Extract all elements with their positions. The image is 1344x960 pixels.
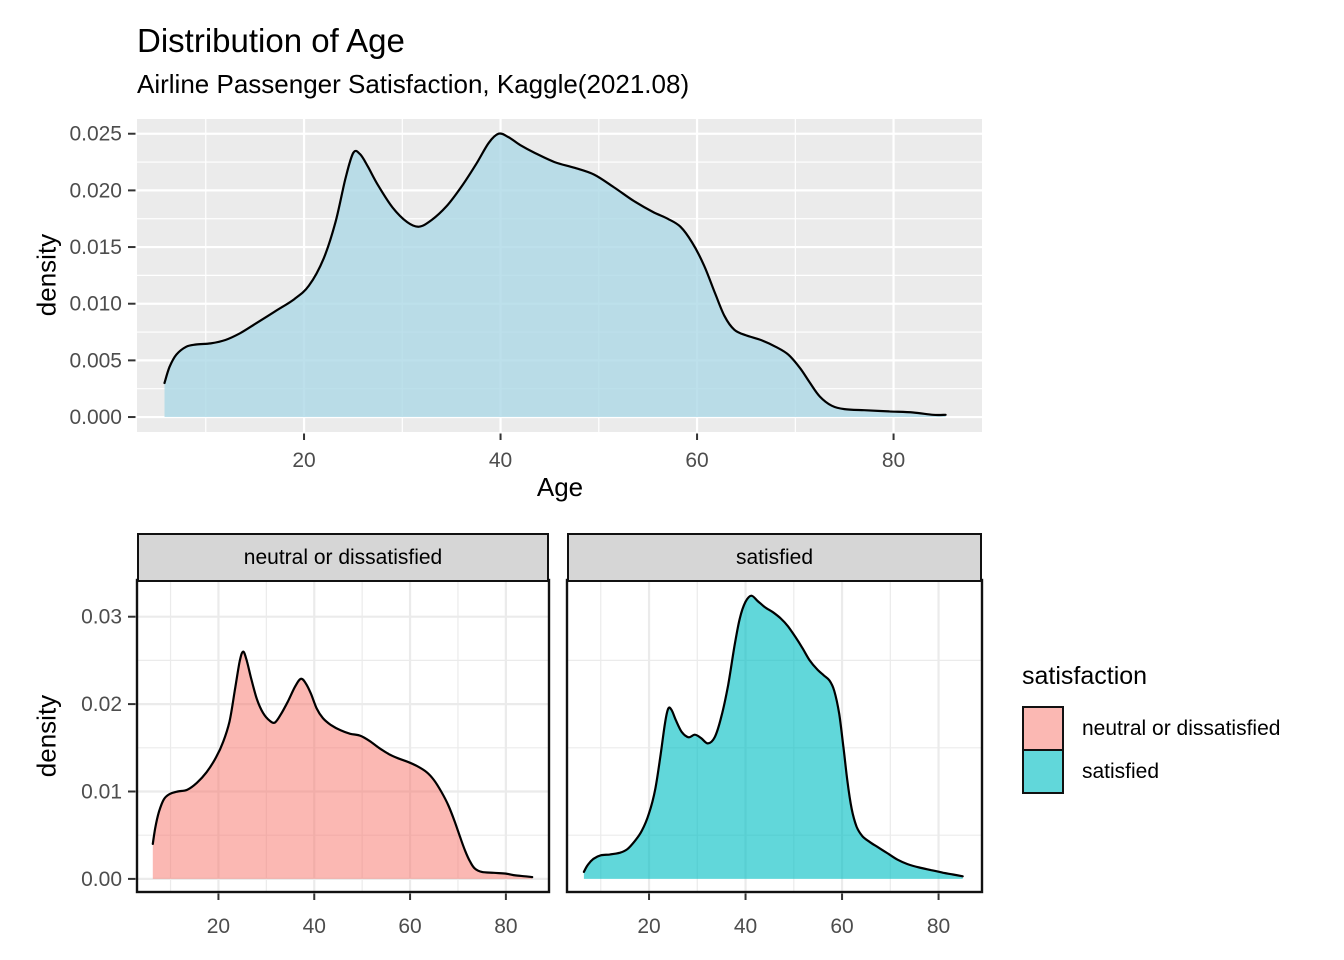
x-tick-label-neutral: 60 <box>398 915 421 938</box>
density-area-satisfied <box>583 595 963 879</box>
x-tick-label-satisfied: 20 <box>637 915 660 938</box>
facet-strip-neutral: neutral or dissatisfied <box>137 533 549 582</box>
density-curve-satisfied <box>582 594 964 878</box>
x-tick-label-neutral: 20 <box>207 915 230 938</box>
y-tick-label-overall: 0.010 <box>69 293 122 316</box>
x-tick-label-neutral: 80 <box>494 915 517 938</box>
x-tick-label-overall: 40 <box>489 449 512 472</box>
density-area-neutral <box>152 651 533 879</box>
y-axis-title-top: density <box>31 233 62 317</box>
y-tick-label-overall: 0.000 <box>69 406 122 429</box>
page-subtitle: Airline Passenger Satisfaction, Kaggle(2… <box>137 69 690 99</box>
x-tick-label-satisfied: 80 <box>927 915 950 938</box>
legend-entry-label: neutral or dissatisfied <box>1082 716 1281 740</box>
legend-key-swatch-neutral <box>1022 706 1064 751</box>
page-title: Distribution of Age <box>137 22 405 59</box>
legend-entry-label: satisfied <box>1082 759 1160 783</box>
density-curve-neutral <box>151 650 534 879</box>
x-tick-label-satisfied: 60 <box>830 915 853 938</box>
y-tick-label-neutral: 0.02 <box>81 693 122 716</box>
x-axis-title-top: Age <box>536 472 584 502</box>
y-axis-title-bottom: density <box>31 694 62 778</box>
legend-key-swatch-satisfied <box>1022 749 1064 794</box>
y-tick-label-overall: 0.020 <box>69 179 122 202</box>
x-tick-label-overall: 80 <box>882 449 905 472</box>
y-tick-label-neutral: 0.03 <box>81 606 122 629</box>
x-tick-label-overall: 20 <box>292 449 315 472</box>
density-area-overall <box>164 133 946 417</box>
legend-entry-neutral: neutral or dissatisfied <box>1022 706 1332 751</box>
x-tick-label-overall: 60 <box>685 449 708 472</box>
y-tick-label-neutral: 0.01 <box>81 780 122 803</box>
legend: satisfaction neutral or dissatisfied sat… <box>1022 662 1332 794</box>
y-tick-label-overall: 0.015 <box>69 236 122 259</box>
density-curve-overall <box>163 132 947 417</box>
x-tick-label-satisfied: 40 <box>734 915 757 938</box>
facet-strip-satisfied: satisfied <box>567 533 982 582</box>
x-tick-label-neutral: 40 <box>303 915 326 938</box>
y-tick-label-neutral: 0.00 <box>81 868 122 891</box>
facet-strip-label: satisfied <box>735 545 814 569</box>
legend-entry-satisfied: satisfied <box>1022 749 1332 794</box>
y-tick-label-overall: 0.025 <box>69 123 122 146</box>
facet-strip-label: neutral or dissatisfied <box>243 545 443 569</box>
legend-title: satisfaction <box>1022 662 1148 690</box>
y-tick-label-overall: 0.005 <box>69 349 122 372</box>
